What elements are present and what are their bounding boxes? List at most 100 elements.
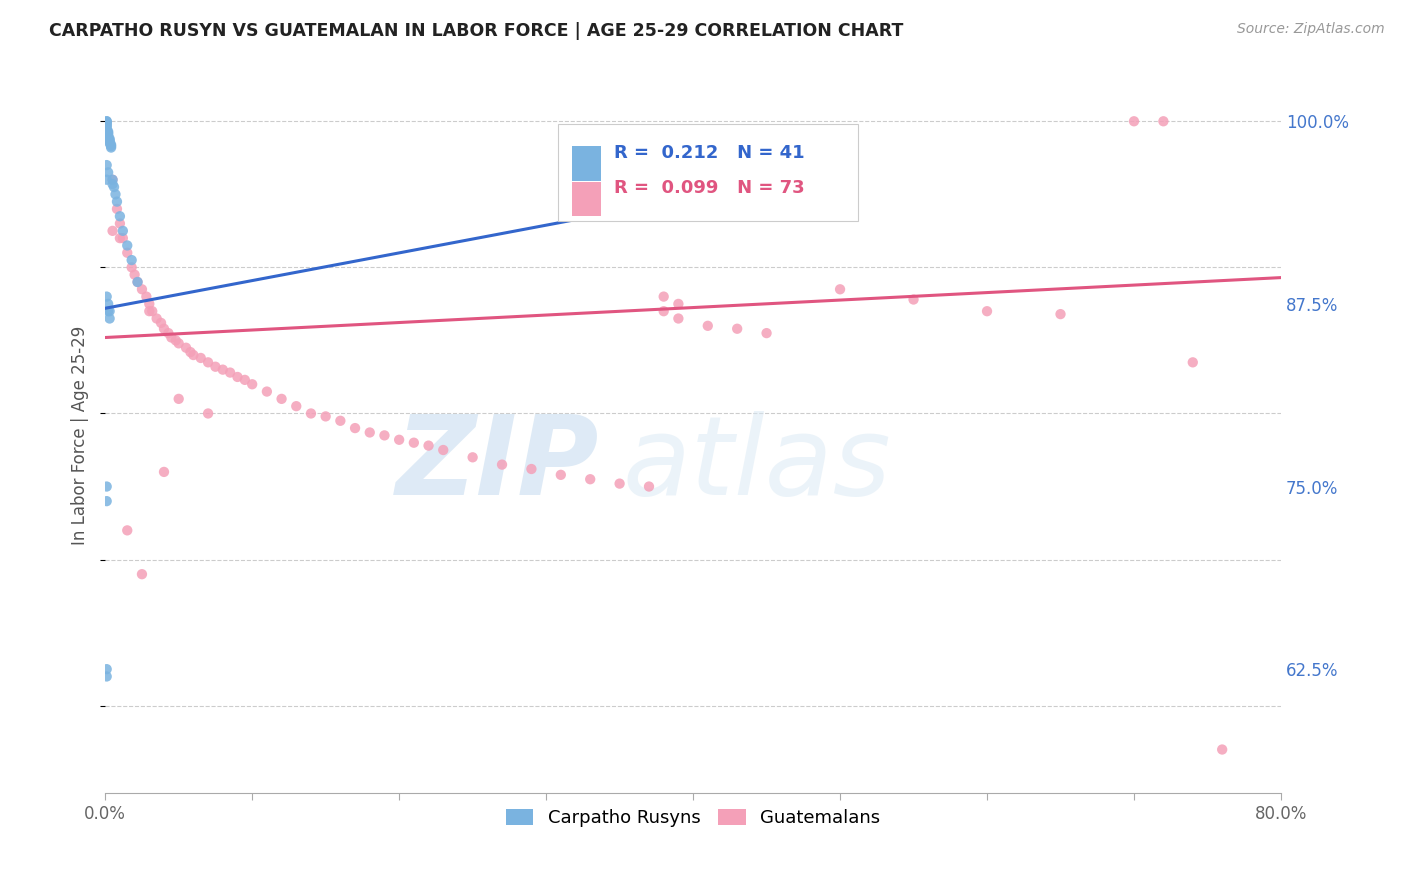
Point: [97, 128, 120, 142]
Point: [117, 245, 139, 260]
Point: [96, 172, 118, 186]
Point: [652, 304, 675, 318]
Point: [197, 355, 219, 369]
Point: [97, 304, 120, 318]
Legend: Carpatho Rusyns, Guatemalans: Carpatho Rusyns, Guatemalans: [499, 802, 887, 834]
Point: [96, 290, 118, 304]
Point: [96, 114, 118, 128]
Point: [418, 439, 440, 453]
Point: [240, 377, 263, 392]
Point: [315, 409, 337, 424]
Point: [755, 326, 778, 340]
Text: ZIP: ZIP: [395, 410, 599, 517]
Point: [226, 370, 249, 384]
Point: [652, 290, 675, 304]
Point: [167, 392, 190, 406]
Point: [108, 231, 131, 245]
Point: [976, 304, 998, 318]
Y-axis label: In Labor Force | Age 25-29: In Labor Force | Age 25-29: [72, 326, 89, 545]
Point: [1123, 114, 1146, 128]
Point: [96, 158, 118, 172]
Point: [101, 224, 124, 238]
Point: [117, 238, 139, 252]
Point: [97, 297, 120, 311]
Point: [98, 135, 121, 149]
Point: [135, 290, 157, 304]
Point: [98, 133, 121, 147]
Point: [270, 392, 292, 406]
Point: [141, 304, 163, 318]
Point: [179, 345, 201, 359]
Point: [256, 384, 278, 399]
Point: [97, 165, 120, 179]
FancyBboxPatch shape: [558, 124, 858, 220]
Point: [98, 136, 121, 151]
Point: [124, 268, 146, 282]
Point: [100, 140, 122, 154]
Point: [100, 137, 122, 152]
Point: [388, 433, 411, 447]
Point: [638, 479, 661, 493]
Point: [197, 407, 219, 421]
Point: [491, 458, 513, 472]
Point: [167, 336, 190, 351]
Point: [828, 282, 851, 296]
Point: [153, 465, 176, 479]
Point: [105, 202, 128, 216]
Point: [96, 494, 118, 508]
Text: R =  0.099   N = 73: R = 0.099 N = 73: [614, 179, 806, 197]
Point: [96, 117, 118, 131]
Point: [138, 297, 160, 311]
Point: [101, 172, 124, 186]
Point: [117, 524, 139, 538]
Point: [127, 275, 149, 289]
Point: [104, 187, 127, 202]
Point: [299, 407, 322, 421]
Point: [725, 322, 748, 336]
Point: [121, 253, 143, 268]
Point: [98, 304, 121, 318]
Point: [98, 311, 121, 326]
Point: [402, 435, 425, 450]
Point: [666, 311, 689, 326]
Point: [165, 334, 187, 348]
Point: [105, 194, 128, 209]
FancyBboxPatch shape: [572, 146, 602, 180]
Point: [153, 322, 176, 336]
Point: [432, 442, 454, 457]
Point: [100, 139, 122, 153]
Point: [550, 467, 572, 482]
Point: [150, 316, 173, 330]
Point: [579, 472, 602, 486]
Point: [359, 425, 381, 440]
Point: [96, 479, 118, 493]
Point: [98, 132, 121, 146]
Point: [145, 311, 167, 326]
Point: [103, 180, 125, 194]
Point: [1049, 307, 1071, 321]
Point: [108, 217, 131, 231]
Point: [97, 130, 120, 145]
Point: [211, 362, 233, 376]
Point: [461, 450, 484, 465]
Point: [233, 373, 256, 387]
Point: [96, 120, 118, 135]
Point: [174, 341, 197, 355]
Point: [329, 414, 352, 428]
Point: [609, 476, 631, 491]
Point: [96, 119, 118, 133]
Point: [97, 126, 120, 140]
Point: [131, 282, 153, 296]
Point: [131, 567, 153, 582]
Point: [97, 124, 120, 138]
Point: [96, 123, 118, 137]
Point: [183, 348, 205, 362]
Point: [127, 275, 149, 289]
Text: R =  0.212   N = 41: R = 0.212 N = 41: [614, 144, 806, 161]
Point: [1211, 742, 1233, 756]
Text: CARPATHO RUSYN VS GUATEMALAN IN LABOR FORCE | AGE 25-29 CORRELATION CHART: CARPATHO RUSYN VS GUATEMALAN IN LABOR FO…: [49, 22, 904, 40]
Point: [96, 669, 118, 683]
Point: [96, 116, 118, 130]
Point: [101, 172, 124, 186]
Point: [111, 231, 134, 245]
